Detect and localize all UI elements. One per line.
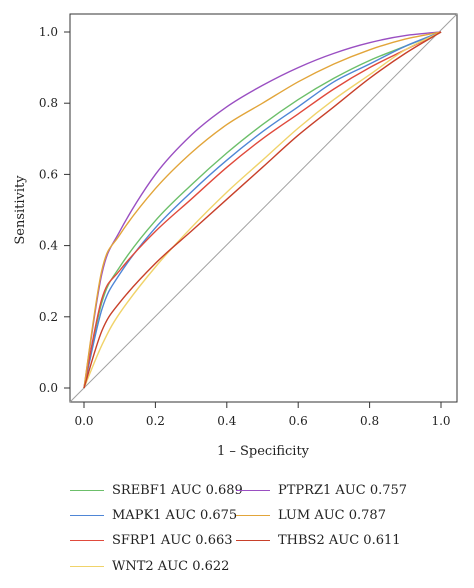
legend-label-thbs2: THBS2 AUC 0.611 [278,532,401,548]
legend-swatch-wnt2 [70,565,104,567]
x-axis: 0.0 0.2 0.4 0.6 0.8 1.0 [74,402,451,428]
legend-item-ptprz1: PTPRZ1 AUC 0.757 [236,480,407,500]
y-tick-label: 0.0 [39,381,58,395]
roc-curve-srebf1 [83,31,442,389]
legend-item-srebf1: SREBF1 AUC 0.689 [70,480,243,500]
x-tick-label: 0.2 [146,414,165,428]
legend-label-sfrp1: SFRP1 AUC 0.663 [112,532,233,548]
x-tick-label: 0.0 [74,414,93,428]
legend-swatch-sfrp1 [70,539,104,541]
x-tick-label: 0.4 [217,414,236,428]
x-tick-label: 0.8 [360,414,379,428]
legend-swatch-thbs2 [236,539,270,541]
legend-label-srebf1: SREBF1 AUC 0.689 [112,482,243,498]
legend-swatch-srebf1 [70,489,104,491]
legend-item-lum: LUM AUC 0.787 [236,505,386,525]
x-tick-label: 1.0 [431,414,450,428]
legend-item-thbs2: THBS2 AUC 0.611 [236,530,401,550]
legend-item-mapk1: MAPK1 AUC 0.675 [70,505,237,525]
roc-curve-lum [83,31,442,389]
y-tick-label: 0.4 [39,239,58,253]
x-tick-label: 0.6 [289,414,308,428]
y-tick-label: 0.2 [39,310,58,324]
y-axis-label: Sensitivity [13,175,28,245]
legend-label-ptprz1: PTPRZ1 AUC 0.757 [278,482,408,498]
legend-item-wnt2: WNT2 AUC 0.622 [70,556,229,576]
y-tick-label: 1.0 [39,25,58,39]
legend-swatch-ptprz1 [236,489,270,491]
reference-diagonal-line [69,13,458,403]
roc-curve-wnt2 [83,31,442,389]
legend-swatch-mapk1 [70,514,104,516]
roc-curve-mapk1 [83,31,442,389]
y-axis: 0.0 0.2 0.4 0.6 0.8 1.0 [39,25,70,395]
x-axis-label: 1 – Specificity [217,444,310,459]
chart-legend: SREBF1 AUC 0.689 PTPRZ1 AUC 0.757 MAPK1 AU… [0,470,474,588]
roc-curve-thbs2 [83,31,442,389]
y-tick-label: 0.6 [39,167,58,181]
y-tick-label: 0.8 [39,96,58,110]
roc-chart: 0.0 0.2 0.4 0.6 0.8 1.0 0.0 0.2 0.4 0.6 0.8 1.0 1 … [13,13,458,459]
plot-frame [69,13,458,403]
legend-item-sfrp1: SFRP1 AUC 0.663 [70,530,233,550]
roc-curve-sfrp1 [83,31,442,389]
roc-curves [83,31,442,389]
legend-swatch-lum [236,514,270,516]
legend-label-mapk1: MAPK1 AUC 0.675 [112,507,238,523]
legend-label-wnt2: WNT2 AUC 0.622 [112,558,230,574]
legend-label-lum: LUM AUC 0.787 [278,507,386,523]
